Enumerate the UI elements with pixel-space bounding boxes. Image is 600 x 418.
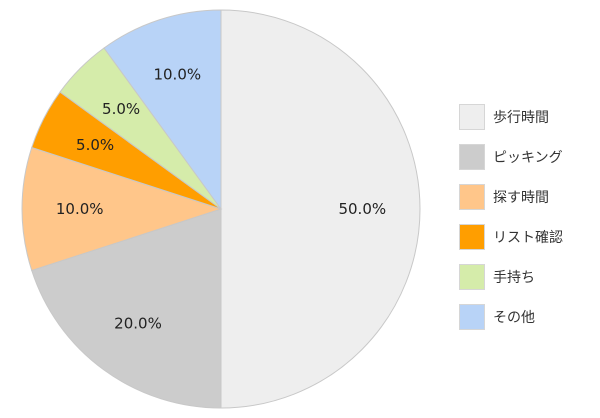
pie-slice-picking xyxy=(31,208,222,409)
pie-slice-other xyxy=(103,9,222,211)
slice-label-idle: 5.0% xyxy=(102,100,140,118)
legend-item-picking: ピッキング xyxy=(459,144,563,170)
legend-label: リスト確認 xyxy=(493,230,563,246)
pie-slice-labels: 50.0% 20.0% 10.0% 5.0% 5.0% 10.0% xyxy=(56,66,386,333)
slice-label-other: 10.0% xyxy=(153,66,201,84)
legend-label: その他 xyxy=(493,310,535,326)
legend-swatch xyxy=(459,144,485,170)
legend-item-idle: 手持ち xyxy=(459,264,563,290)
legend-swatch xyxy=(459,104,485,130)
legend-label: 歩行時間 xyxy=(493,110,549,126)
legend-item-list-check: リスト確認 xyxy=(459,224,563,250)
legend-label: ピッキング xyxy=(493,150,563,166)
legend: 歩行時間 ピッキング 探す時間 リスト確認 手持ち その他 xyxy=(459,104,563,344)
legend-swatch xyxy=(459,224,485,250)
legend-item-other: その他 xyxy=(459,304,563,330)
legend-item-walking: 歩行時間 xyxy=(459,104,563,130)
legend-label: 手持ち xyxy=(493,270,535,286)
slice-label-list-check: 5.0% xyxy=(76,136,114,154)
pie-slice-searching xyxy=(21,146,223,272)
slice-label-picking: 20.0% xyxy=(114,314,162,332)
slice-label-searching: 10.0% xyxy=(56,200,104,218)
legend-swatch xyxy=(459,264,485,290)
legend-item-searching: 探す時間 xyxy=(459,184,563,210)
legend-label: 探す時間 xyxy=(493,190,549,206)
pie-slice-walking xyxy=(220,9,421,409)
pie-slices xyxy=(21,9,421,409)
legend-swatch xyxy=(459,304,485,330)
slice-label-walking: 50.0% xyxy=(338,200,386,218)
legend-swatch xyxy=(459,184,485,210)
